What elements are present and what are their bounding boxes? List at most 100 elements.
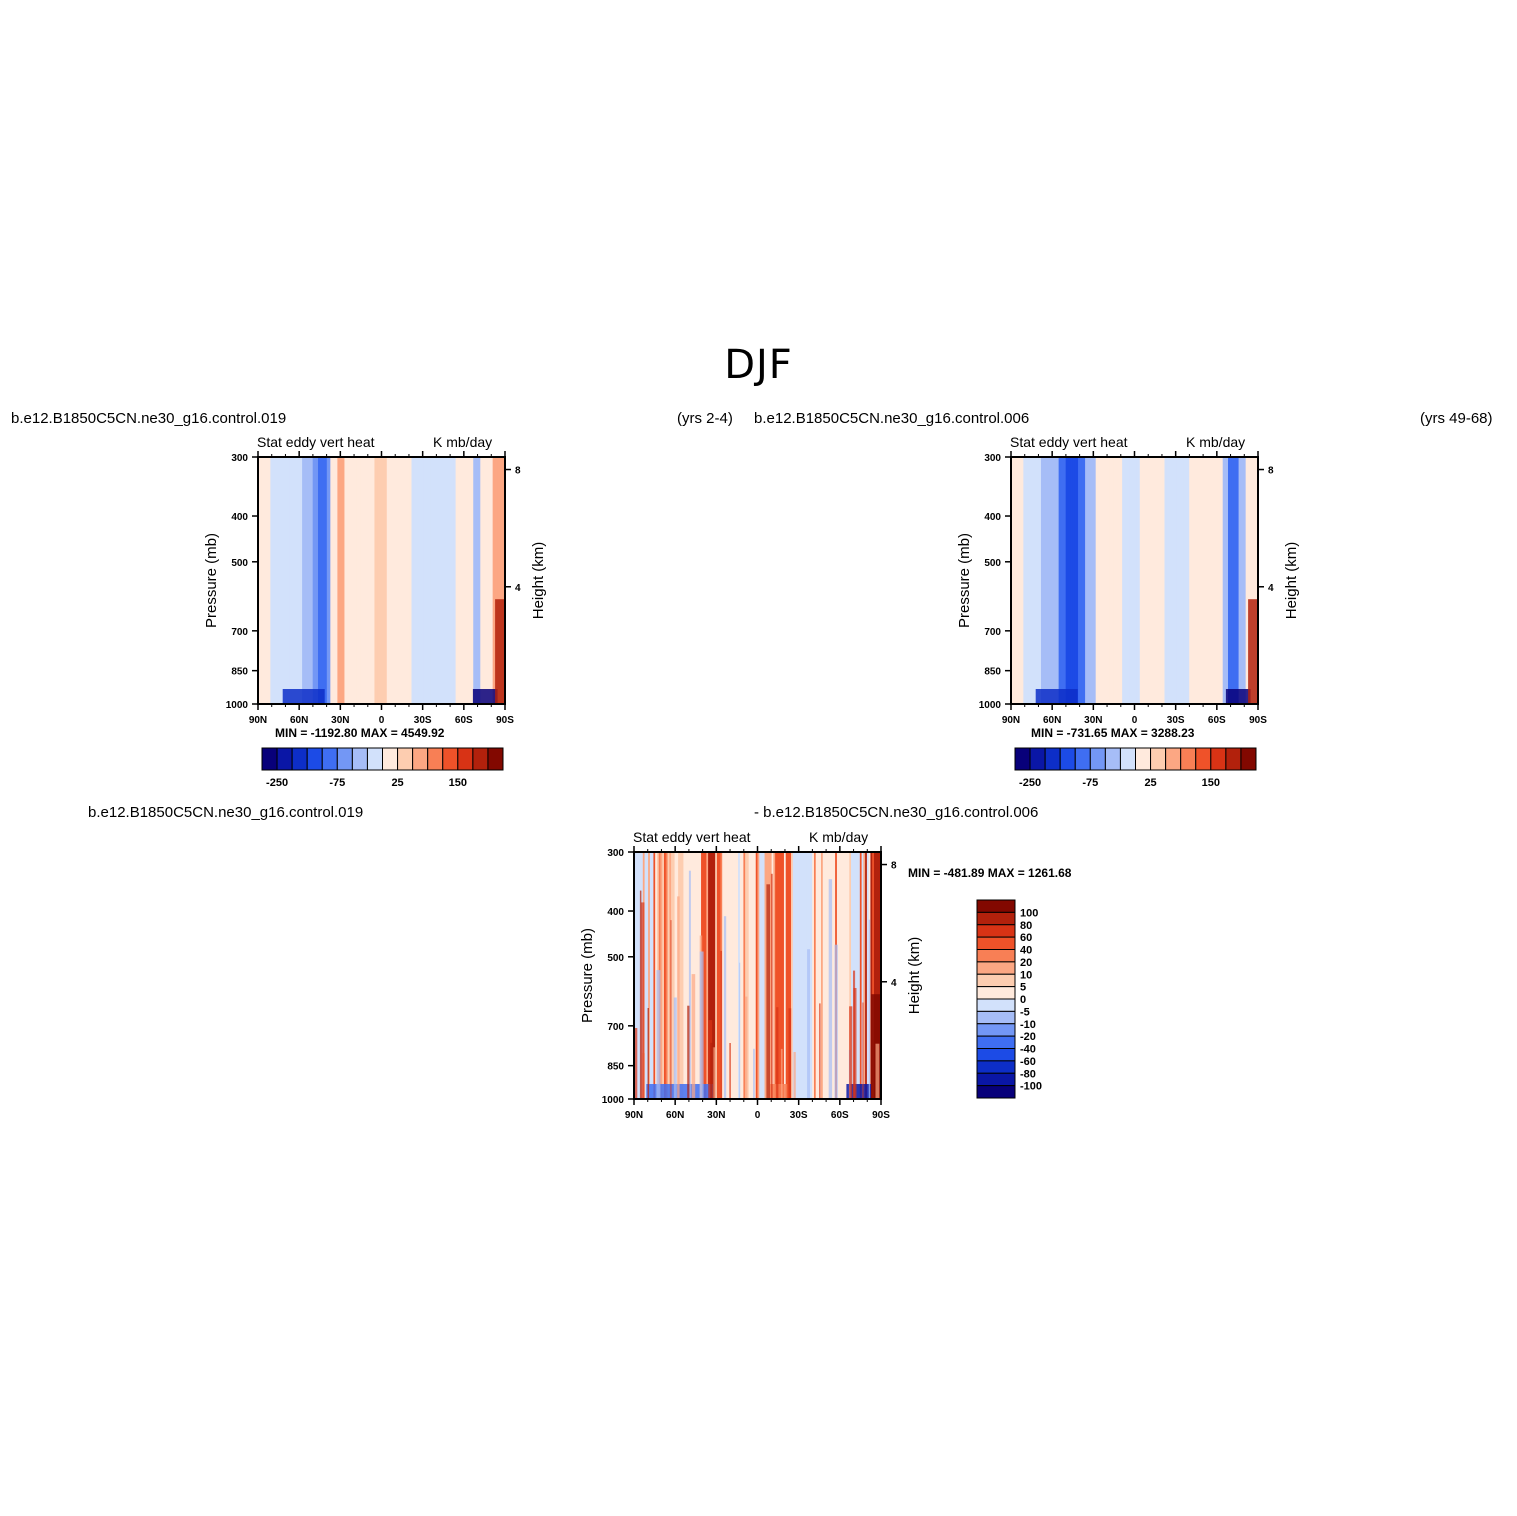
heatmap-cell: [344, 457, 347, 704]
heatmap-cell: [485, 457, 488, 704]
heatmap-cell: [494, 457, 497, 704]
panel3-subtitle-right: K mb/day: [809, 829, 869, 845]
heatmap-cell: [1187, 457, 1190, 704]
x-tick-label: 30S: [1167, 715, 1185, 726]
colorbar-box: [1059, 747, 1076, 771]
heatmap-cell: [1155, 457, 1159, 704]
heatmap-cell: [799, 852, 803, 1099]
heatmap-cell: [467, 457, 471, 704]
heatmap-cell: [446, 457, 450, 704]
heatmap-cell: [302, 457, 305, 704]
heatmap-cell: [1065, 457, 1069, 704]
heatmap-cell: [490, 457, 494, 704]
y-tick-label: 400: [231, 512, 248, 523]
heatmap-cell: [750, 852, 753, 1099]
heatmap-cell: [287, 457, 291, 704]
heatmap-cell: [1012, 457, 1016, 704]
heatmap-cell: [709, 852, 713, 1099]
heatmap-cell: [453, 457, 457, 704]
x-tick-label: 30S: [790, 1110, 808, 1121]
heatmap-cell: [1018, 457, 1021, 704]
heatmap-cell: [1249, 457, 1252, 704]
heatmap-cell: [1102, 457, 1106, 704]
heatmap-cell: [296, 457, 300, 704]
heatmap-cell: [1100, 457, 1104, 704]
y-right-tick-label: 4: [891, 978, 897, 989]
heatmap-cell: [1250, 457, 1254, 704]
heatmap-cell: [450, 457, 453, 704]
heatmap-cell: [677, 896, 680, 1099]
heatmap-cell: [497, 457, 501, 704]
heatmap-cell: [1048, 457, 1051, 704]
heatmap-cell: [284, 457, 287, 704]
heatmap-cell: [1046, 457, 1049, 704]
x-tick-label: 90S: [1249, 715, 1267, 726]
colorbar-box: [976, 936, 1016, 951]
heatmap-cell: [1063, 457, 1067, 704]
heatmap-cell: [803, 852, 806, 1099]
colorbar-box: [1014, 747, 1031, 771]
colorbar-label: -250: [266, 777, 288, 789]
panel3-min-max: MIN = -481.89 MAX = 1261.68: [908, 866, 1072, 880]
heatmap-cell: [1032, 457, 1035, 704]
heatmap-cell: [757, 852, 760, 1099]
panel3-case-right: - b.e12.B1850C5CN.ne30_g16.control.006: [754, 804, 1039, 821]
heatmap-cell: [1141, 457, 1144, 704]
heatmap-cell: [663, 852, 667, 1099]
panel1-case-left: b.e12.B1850C5CN.ne30_g16.control.019: [11, 410, 287, 427]
heatmap-cell: [400, 457, 404, 704]
heatmap-cell: [1199, 457, 1203, 704]
colorbar-box: [976, 911, 1016, 926]
heatmap-cell: [487, 457, 490, 704]
heatmap-cell: [729, 852, 732, 1099]
heatmap-cell: [687, 1005, 690, 1099]
heatmap-cell: [826, 852, 829, 1099]
heatmap-cell: [712, 1047, 715, 1099]
heatmap-cell: [351, 457, 354, 704]
heatmap-cell: [787, 852, 790, 1099]
colorbar-box: [321, 747, 338, 771]
heatmap-cell: [1011, 457, 1014, 704]
heatmap-cell: [363, 457, 367, 704]
heatmap-cell: [798, 852, 801, 1099]
panel2-case-right: (yrs 49-68): [1420, 410, 1493, 427]
heatmap-cell: [672, 852, 676, 1099]
heatmap-cell: [649, 852, 653, 1099]
heatmap-cell: [462, 457, 466, 704]
heatmap-cell: [775, 852, 778, 1099]
y-tick-label: 500: [984, 558, 1001, 569]
heatmap-cell: [769, 1084, 788, 1099]
heatmap-cell: [704, 852, 707, 1099]
heatmap-cell: [718, 852, 722, 1099]
heatmap-cell: [791, 852, 794, 1099]
heatmap-cell: [393, 457, 397, 704]
heatmap-cell: [766, 884, 770, 1099]
heatmap-cell: [1118, 457, 1121, 704]
heatmap-cell: [270, 457, 273, 704]
x-tick-label: 30N: [707, 1110, 725, 1121]
colorbar-box: [976, 1085, 1016, 1099]
heatmap-cell: [459, 457, 462, 704]
heatmap-cell: [648, 852, 651, 1099]
heatmap-cell: [307, 457, 310, 704]
heatmap-cell: [1194, 457, 1197, 704]
heatmap-cell: [762, 852, 766, 1099]
heatmap-cell: [1150, 457, 1153, 704]
heatmap-cell: [476, 457, 480, 704]
colorbar-box: [1225, 747, 1242, 771]
heatmap-cell: [1189, 457, 1192, 704]
heatmap-cell: [1058, 457, 1061, 704]
heatmap-cell: [1242, 457, 1245, 704]
heatmap-cell: [1042, 457, 1046, 704]
heatmap-cell: [1070, 457, 1074, 704]
heatmap-cell: [847, 852, 850, 1099]
heatmap-cell: [1145, 457, 1148, 704]
heatmap-cell: [381, 457, 384, 704]
heatmap-cell: [805, 852, 808, 1099]
colorbar-box: [397, 747, 414, 771]
colorbar-label: -5: [1020, 1006, 1030, 1018]
heatmap-cell: [1055, 457, 1058, 704]
heatmap-cell: [644, 852, 647, 1099]
heatmap-cell: [349, 457, 353, 704]
heatmap-cell: [457, 457, 460, 704]
